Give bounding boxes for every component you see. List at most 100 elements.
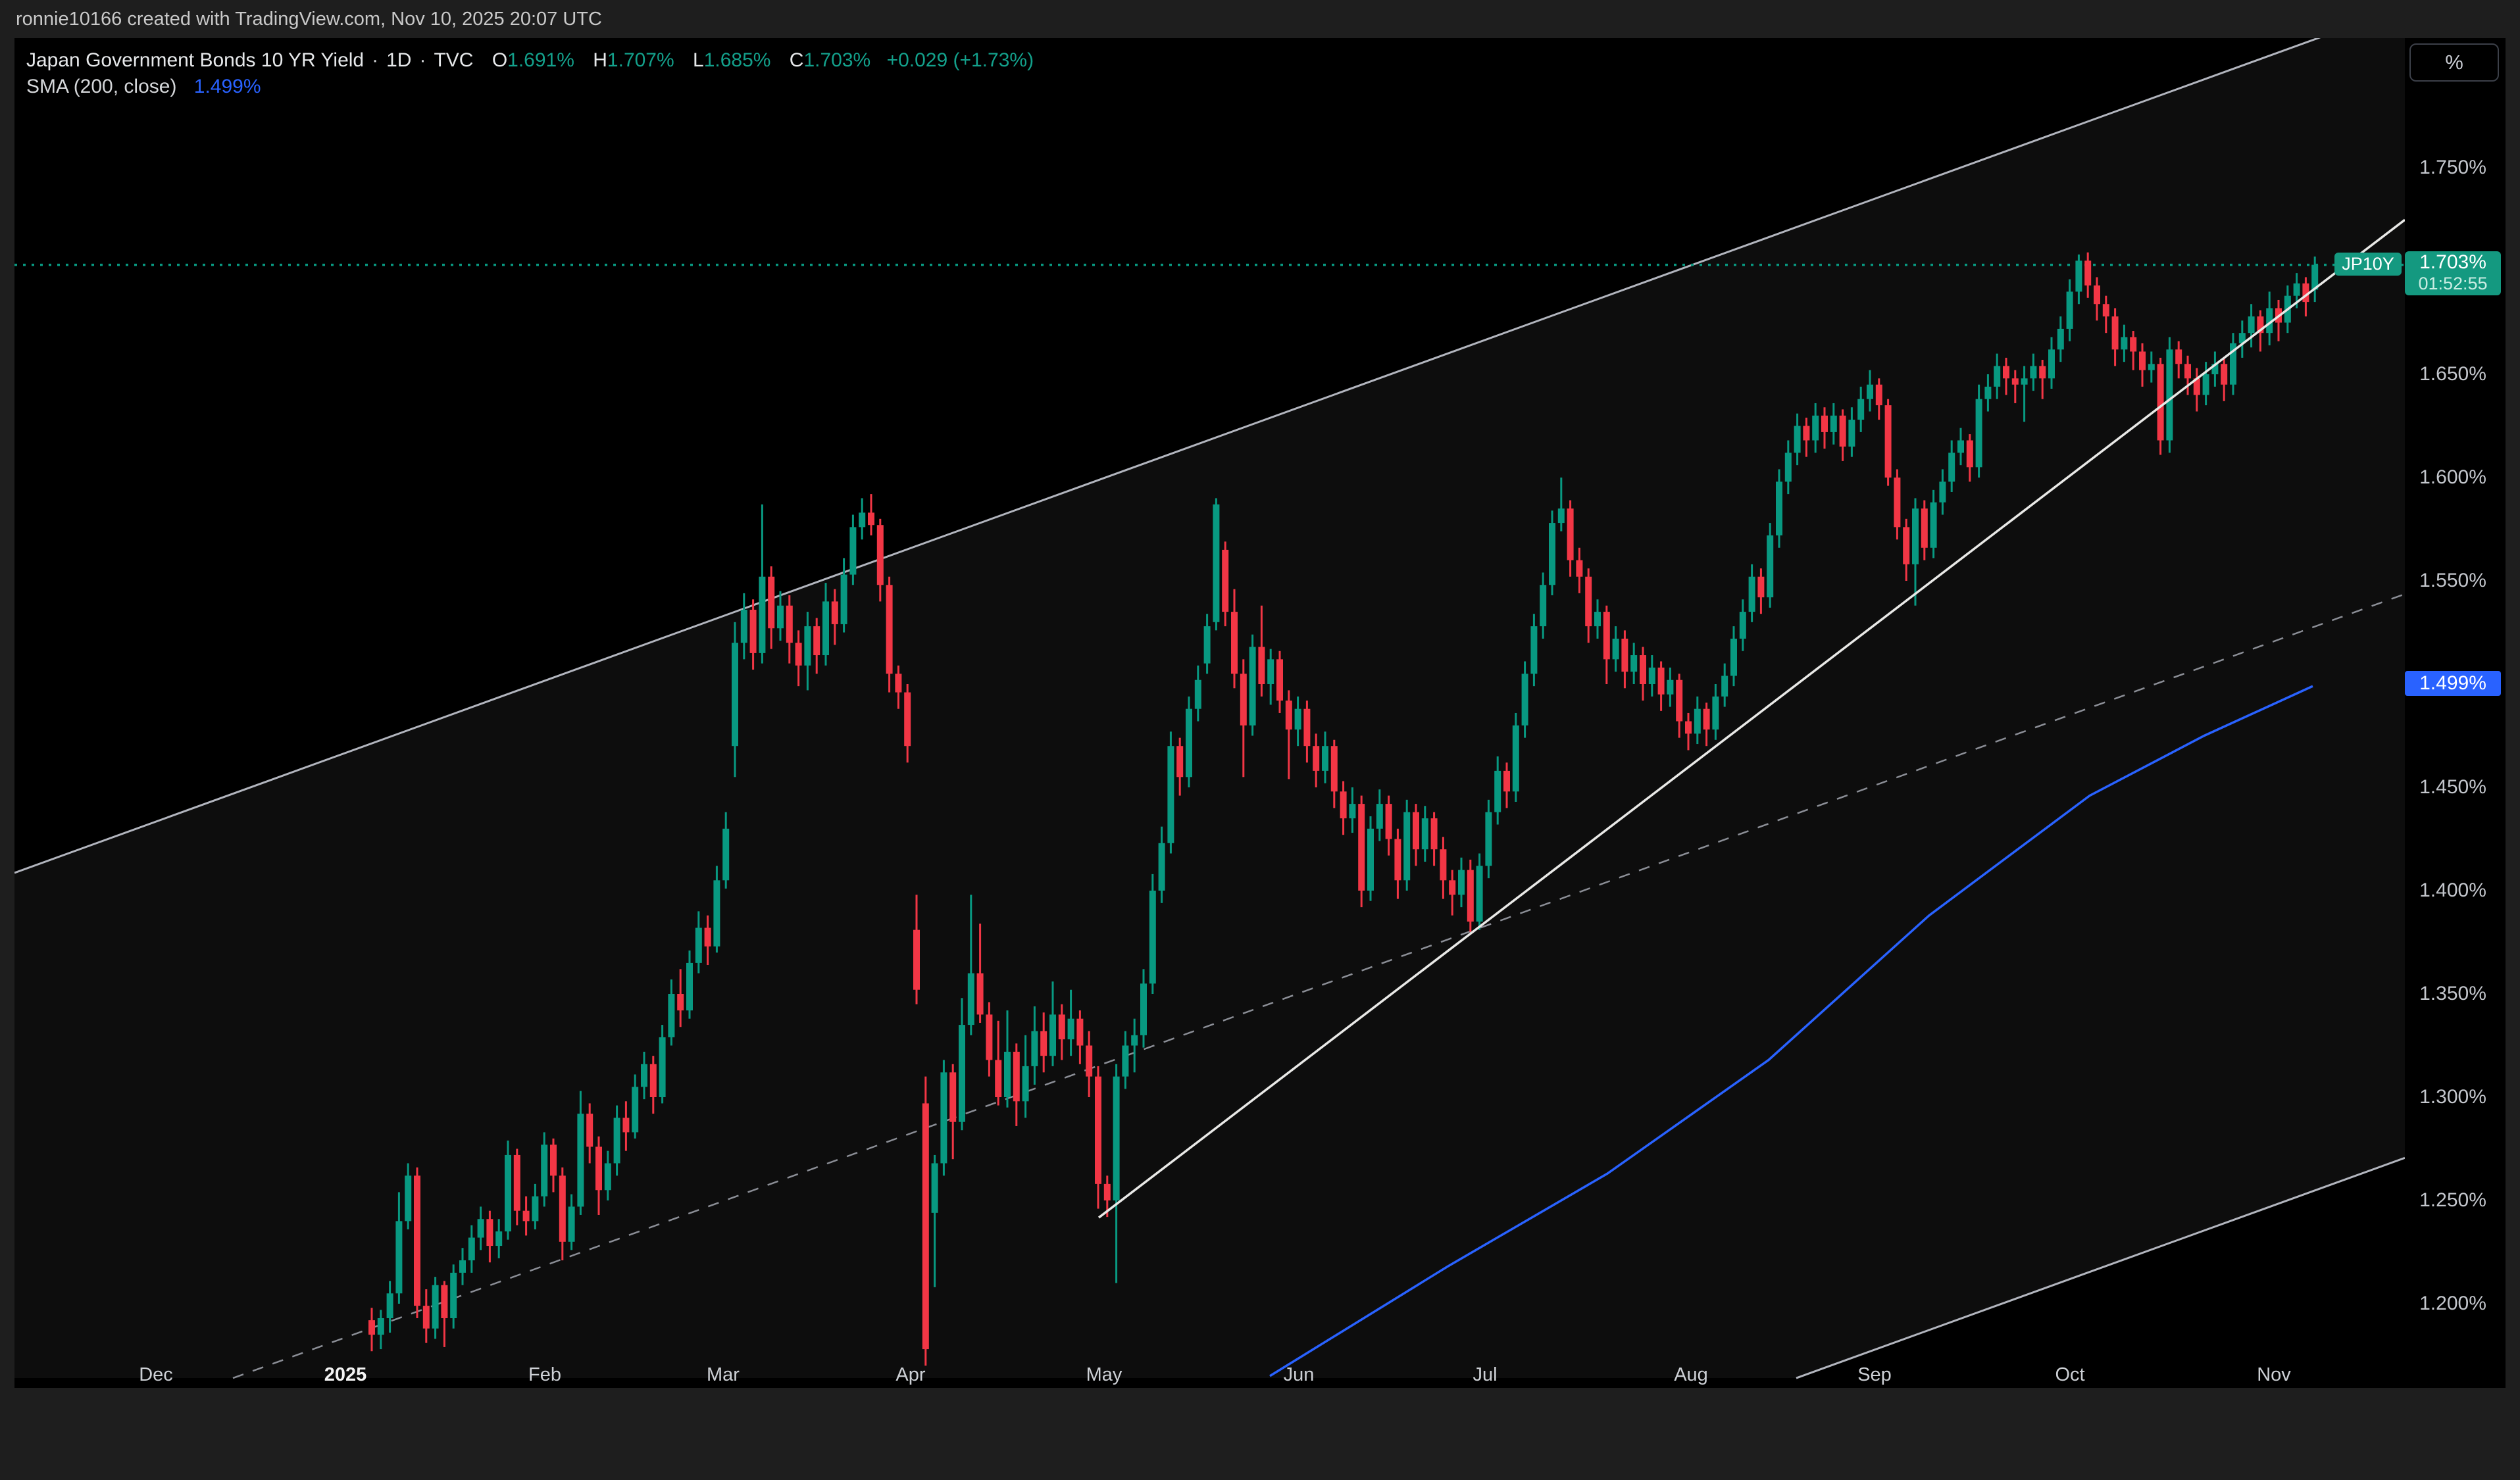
- exchange-label[interactable]: TVC: [434, 49, 474, 71]
- channel-lower-line[interactable]: [1796, 1156, 2405, 1379]
- candle: [1676, 674, 1683, 738]
- candle: [913, 895, 920, 1004]
- candle: [422, 1289, 430, 1343]
- candle: [849, 514, 857, 585]
- sma-200-line[interactable]: [1269, 685, 2313, 1377]
- candle: [1294, 696, 1301, 747]
- candle: [2057, 316, 2064, 362]
- candle: [1476, 853, 1483, 930]
- candle: [513, 1148, 520, 1225]
- candle: [1603, 605, 1610, 684]
- candle: [1721, 663, 1728, 707]
- candle: [1385, 795, 1392, 856]
- candlestick-plot[interactable]: [14, 38, 2506, 1388]
- sma-indicator-label[interactable]: SMA (200, close): [26, 76, 177, 97]
- candle: [622, 1101, 630, 1151]
- candle: [1894, 469, 1901, 540]
- candle: [559, 1167, 566, 1261]
- candle: [1830, 403, 1837, 445]
- candle: [1494, 756, 1501, 825]
- candle: [2175, 341, 2182, 379]
- candle: [2230, 333, 2236, 395]
- candle: [1512, 712, 1519, 802]
- candle: [1467, 859, 1474, 932]
- candle: [1630, 643, 1638, 684]
- candle: [2148, 351, 2155, 383]
- legend: Japan Government Bonds 10 YR Yield · 1D · TV…: [26, 47, 1034, 100]
- channel-upper-line[interactable]: [14, 38, 2405, 874]
- channel-fill: [14, 38, 2405, 1379]
- candle: [1821, 407, 1828, 449]
- channel-mid-line[interactable]: [232, 593, 2405, 1379]
- close-value: 1.703%: [803, 49, 871, 71]
- candle: [1594, 599, 1601, 639]
- price-tick-label: 1.600%: [2419, 466, 2486, 488]
- candle: [532, 1183, 539, 1229]
- ascending-trendline[interactable]: [1097, 218, 2405, 1219]
- candle: [722, 812, 730, 889]
- candle: [2094, 277, 2100, 321]
- candle: [541, 1132, 548, 1207]
- candle: [1712, 684, 1719, 740]
- high-label: H: [593, 49, 607, 71]
- candle: [1521, 661, 1528, 738]
- candle: [2066, 279, 2073, 341]
- candle: [450, 1264, 457, 1329]
- candle: [768, 566, 775, 649]
- chart-panel[interactable]: Japan Government Bonds 10 YR Yield · 1D · TV…: [14, 38, 2506, 1388]
- candle: [1340, 781, 1347, 835]
- candle: [931, 1154, 938, 1287]
- candle: [1430, 812, 1438, 866]
- price-scale-unit-button[interactable]: %: [2409, 43, 2499, 82]
- price-tick-label: 1.750%: [2419, 157, 2486, 178]
- candle: [1757, 568, 1765, 614]
- time-scale[interactable]: Dec 2025 Feb Mar Apr May Jun Jul Aug Sep Oct Nov: [14, 1363, 2405, 1388]
- candle: [2011, 370, 2019, 403]
- candle: [2130, 331, 2137, 370]
- price-tick-label: 1.400%: [2419, 879, 2486, 901]
- candle: [1213, 498, 1220, 631]
- candle: [1884, 399, 1892, 486]
- candle: [1067, 989, 1074, 1056]
- candle: [1458, 857, 1465, 908]
- candle: [1231, 589, 1238, 689]
- candle: [377, 1310, 384, 1350]
- candle: [804, 612, 811, 691]
- candle: [1258, 605, 1265, 697]
- legend-sma-row[interactable]: SMA (200, close) 1.499%: [26, 74, 1034, 100]
- candle: [1394, 828, 1401, 899]
- candle: [840, 558, 847, 633]
- candle: [1685, 712, 1692, 751]
- time-tick-label: May: [1086, 1364, 1122, 1385]
- candle: [1167, 731, 1174, 854]
- time-tick-label: Oct: [2055, 1364, 2085, 1385]
- time-tick-label: 2025: [324, 1364, 367, 1385]
- candle: [1103, 1175, 1111, 1218]
- candle: [1912, 498, 1919, 606]
- candle: [976, 924, 984, 1023]
- candle: [2102, 295, 2109, 333]
- candle: [1449, 870, 1456, 916]
- interval-label[interactable]: 1D: [386, 49, 412, 71]
- symbol-title[interactable]: Japan Government Bonds 10 YR Yield: [26, 49, 365, 71]
- candle: [368, 1308, 375, 1352]
- candle: [795, 630, 802, 687]
- candle: [677, 969, 684, 1027]
- candle: [686, 950, 693, 1019]
- candle: [1984, 374, 1992, 412]
- legend-symbol-row[interactable]: Japan Government Bonds 10 YR Yield · 1D · TV…: [26, 49, 1034, 71]
- candle: [1612, 626, 1619, 672]
- candle: [1276, 651, 1283, 713]
- candle: [2238, 320, 2246, 358]
- bar-countdown-timer: 01:52:55: [2418, 274, 2488, 293]
- candle: [2184, 355, 2191, 395]
- candle: [495, 1219, 503, 1258]
- time-tick-label: Aug: [1674, 1364, 1708, 1385]
- candle: [1503, 762, 1510, 808]
- price-scale[interactable]: 1.750% 1.650% 1.600% 1.550% 1.450% 1.400% 1.35…: [2405, 38, 2506, 1388]
- last-price-badge[interactable]: 1.703% 01:52:55: [2405, 251, 2501, 295]
- price-tick-label: 1.300%: [2419, 1086, 2486, 1108]
- symbol-price-label-badge[interactable]: JP10Y: [2334, 253, 2402, 276]
- candle: [1013, 1043, 1020, 1126]
